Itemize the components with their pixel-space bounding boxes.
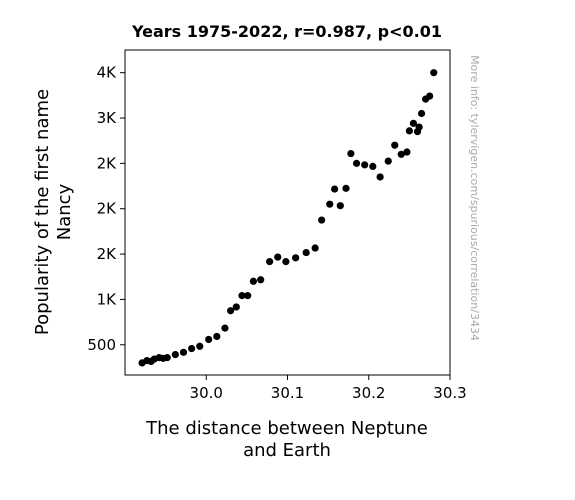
- data-point: [171, 350, 179, 359]
- data-point: [213, 332, 221, 341]
- data-point: [196, 342, 204, 350]
- x-tick-label: 30.1: [271, 384, 304, 402]
- y-axis-label-line-2: Nancy: [54, 183, 75, 240]
- data-point: [221, 324, 229, 332]
- data-point: [384, 157, 392, 165]
- data-point: [430, 69, 438, 77]
- data-point: [274, 253, 282, 261]
- data-point: [249, 277, 257, 285]
- x-axis-label-line-2: and Earth: [243, 440, 331, 461]
- data-point: [409, 119, 418, 127]
- data-point: [391, 141, 399, 149]
- data-point: [244, 292, 252, 300]
- data-point: [205, 335, 213, 344]
- data-point: [369, 162, 377, 170]
- data-point: [417, 109, 426, 118]
- data-point: [336, 202, 344, 210]
- data-point: [326, 200, 334, 208]
- data-point: [257, 276, 265, 284]
- y-tick-label: 2K: [97, 245, 118, 263]
- plot-frame: [124, 49, 451, 376]
- data-point: [415, 123, 423, 131]
- data-point: [318, 216, 326, 224]
- y-tick-label: 2K: [97, 154, 118, 172]
- data-point: [347, 149, 355, 158]
- data-point: [352, 159, 361, 167]
- data-point: [188, 344, 196, 353]
- data-point: [426, 92, 434, 100]
- watermark-text: More info: tylervigen.com/spurious/corre…: [468, 55, 481, 341]
- y-tick-label: 4K: [97, 64, 118, 82]
- y-axis-ticks: 500 1K 2K 2K 2K 3K 4K: [87, 64, 125, 354]
- chart-title: Years 1975-2022, r=0.987, p<0.01: [131, 22, 442, 41]
- data-point: [342, 184, 350, 192]
- x-axis-label-line-1: The distance between Neptune: [145, 418, 428, 439]
- data-point: [179, 348, 188, 356]
- data-point: [405, 127, 413, 135]
- x-axis-ticks: 30.0 30.1 30.2 30.3: [190, 375, 467, 402]
- x-tick-label: 30.0: [190, 384, 223, 402]
- y-tick-label: 3K: [97, 109, 118, 127]
- data-point: [238, 292, 246, 300]
- data-point: [163, 354, 171, 362]
- data-point: [311, 244, 319, 252]
- x-tick-label: 30.2: [352, 384, 385, 402]
- y-tick-label: 1K: [97, 290, 118, 308]
- data-point: [292, 254, 300, 262]
- y-tick-label: 500: [87, 336, 116, 354]
- data-point: [403, 148, 411, 156]
- y-axis-label: Popularity of the first name Nancy: [32, 89, 75, 335]
- data-point: [266, 258, 274, 266]
- plot-area: [124, 49, 451, 376]
- y-tick-label: 2K: [97, 200, 118, 218]
- data-point: [302, 248, 310, 257]
- data-point: [331, 185, 339, 193]
- data-point: [376, 173, 384, 181]
- data-point: [361, 161, 369, 169]
- data-point: [282, 258, 290, 266]
- x-tick-label: 30.3: [433, 384, 466, 402]
- data-point: [232, 303, 240, 311]
- y-axis-label-line-1: Popularity of the first name: [32, 89, 53, 335]
- data-point: [227, 307, 235, 315]
- data-point: [397, 150, 405, 158]
- data-points: [138, 69, 438, 367]
